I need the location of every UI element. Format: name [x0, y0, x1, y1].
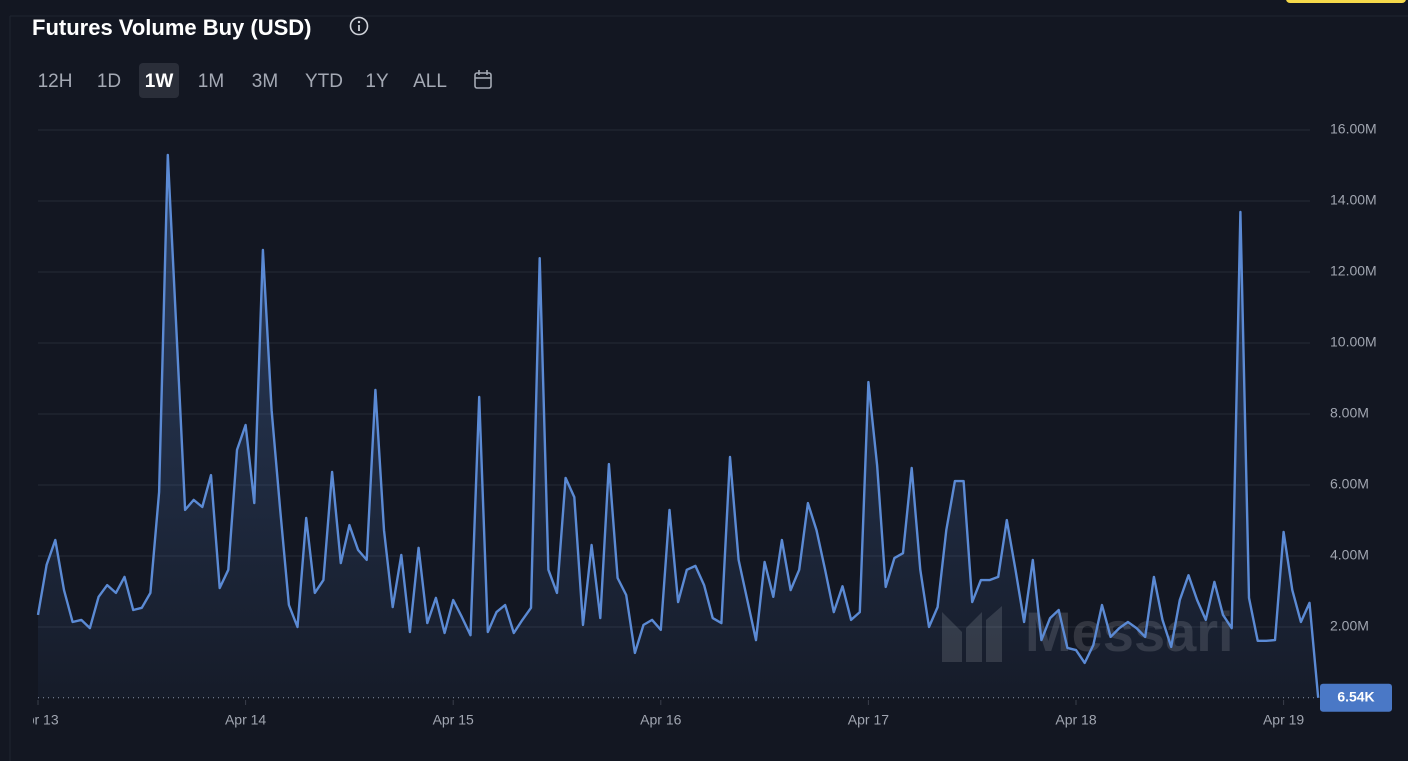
last-value-badge	[1320, 683, 1392, 712]
plot	[36, 153, 1320, 698]
range-button[interactable]: ALL	[413, 71, 447, 92]
range-button[interactable]: 1W	[139, 63, 179, 98]
y-tick-label: 2.00M	[1330, 618, 1369, 634]
y-tick-label: 4.00M	[1330, 547, 1369, 563]
y-tick-label: 6.00M	[1330, 476, 1369, 492]
y-tick-label: 14.00M	[1330, 192, 1377, 208]
corner-badge	[1286, 0, 1406, 3]
range-button[interactable]: 1M	[198, 71, 224, 92]
range-button-label: ALL	[413, 71, 447, 92]
range-selector: 12H 1D 1W 1M 3M YTD 1Y ALL	[38, 63, 447, 98]
area	[38, 154, 1319, 698]
x-tick-label: Apr 14	[225, 712, 266, 728]
range-button-active	[139, 63, 179, 98]
x-tick-label: Apr 13	[17, 712, 58, 728]
x-tick-label: Apr 17	[848, 712, 889, 728]
range-button-label: 1Y	[365, 71, 389, 92]
overlay: 6.54K	[38, 683, 1392, 712]
y-tick-label: 16.00M	[1330, 121, 1377, 137]
x-tick-label: Apr 19	[1263, 712, 1304, 728]
range-button-label: 3M	[252, 71, 278, 92]
chart-title: Futures Volume Buy (USD)	[32, 15, 312, 40]
info-icon[interactable]	[349, 16, 369, 36]
range-button-label: 1W	[145, 71, 174, 92]
x-tick-label: Apr 15	[433, 712, 474, 728]
range-button-label: 12H	[38, 71, 73, 92]
line	[36, 153, 1320, 698]
range-button-label: 1D	[97, 71, 121, 92]
range-button[interactable]: 3M	[252, 71, 278, 92]
calendar-icon[interactable]	[474, 70, 492, 89]
y-tick-label: 12.00M	[1330, 263, 1377, 279]
range-button[interactable]: 1Y	[365, 71, 389, 92]
y-tick-label: 8.00M	[1330, 405, 1369, 421]
x-tick-label: Apr 18	[1055, 712, 1096, 728]
range-button[interactable]: 1D	[97, 71, 121, 92]
range-button-label: YTD	[305, 71, 343, 92]
x-tick-label: Apr 16	[640, 712, 681, 728]
x-axis: Apr 13 Apr 14 Apr 15 Apr 16 Apr 17 Apr 18 Apr …	[17, 700, 1304, 728]
range-button-label: 1M	[198, 71, 224, 92]
y-tick-label: 10.00M	[1330, 334, 1377, 350]
last-value-label: 6.54K	[1337, 688, 1374, 704]
range-button[interactable]: YTD	[305, 71, 343, 92]
range-button[interactable]: 12H	[38, 71, 73, 92]
